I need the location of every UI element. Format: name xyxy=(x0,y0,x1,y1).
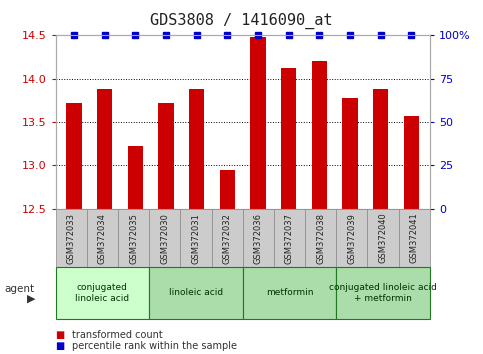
Text: ▶: ▶ xyxy=(27,293,35,303)
Text: linoleic acid: linoleic acid xyxy=(169,289,223,297)
Bar xyxy=(97,89,113,209)
Bar xyxy=(66,103,82,209)
Text: transformed count: transformed count xyxy=(72,330,163,339)
Text: GSM372031: GSM372031 xyxy=(191,213,200,263)
Bar xyxy=(281,68,297,209)
Text: conjugated linoleic acid
+ metformin: conjugated linoleic acid + metformin xyxy=(329,283,437,303)
Text: conjugated
linoleic acid: conjugated linoleic acid xyxy=(75,283,129,303)
Bar xyxy=(158,103,174,209)
Text: GSM372040: GSM372040 xyxy=(379,213,387,263)
Bar xyxy=(404,116,419,209)
Bar xyxy=(250,37,266,209)
Text: metformin: metformin xyxy=(266,289,313,297)
Text: GSM372035: GSM372035 xyxy=(129,213,138,263)
Text: GSM372032: GSM372032 xyxy=(223,213,232,263)
Bar xyxy=(373,89,388,209)
Text: agent: agent xyxy=(5,284,35,295)
Text: GSM372041: GSM372041 xyxy=(410,213,419,263)
Text: GSM372036: GSM372036 xyxy=(254,212,263,264)
Text: GSM372038: GSM372038 xyxy=(316,212,325,264)
Text: GSM372030: GSM372030 xyxy=(160,213,169,263)
Bar xyxy=(189,89,204,209)
Text: GSM372034: GSM372034 xyxy=(98,213,107,263)
Text: GSM372037: GSM372037 xyxy=(285,212,294,264)
Text: ■: ■ xyxy=(56,341,65,351)
Text: GDS3808 / 1416090_at: GDS3808 / 1416090_at xyxy=(150,12,333,29)
Text: percentile rank within the sample: percentile rank within the sample xyxy=(72,341,238,351)
Bar xyxy=(342,98,358,209)
Bar xyxy=(128,147,143,209)
Bar xyxy=(312,62,327,209)
Text: ■: ■ xyxy=(56,330,65,339)
Bar xyxy=(220,170,235,209)
Text: GSM372033: GSM372033 xyxy=(67,212,76,264)
Text: GSM372039: GSM372039 xyxy=(347,213,356,263)
